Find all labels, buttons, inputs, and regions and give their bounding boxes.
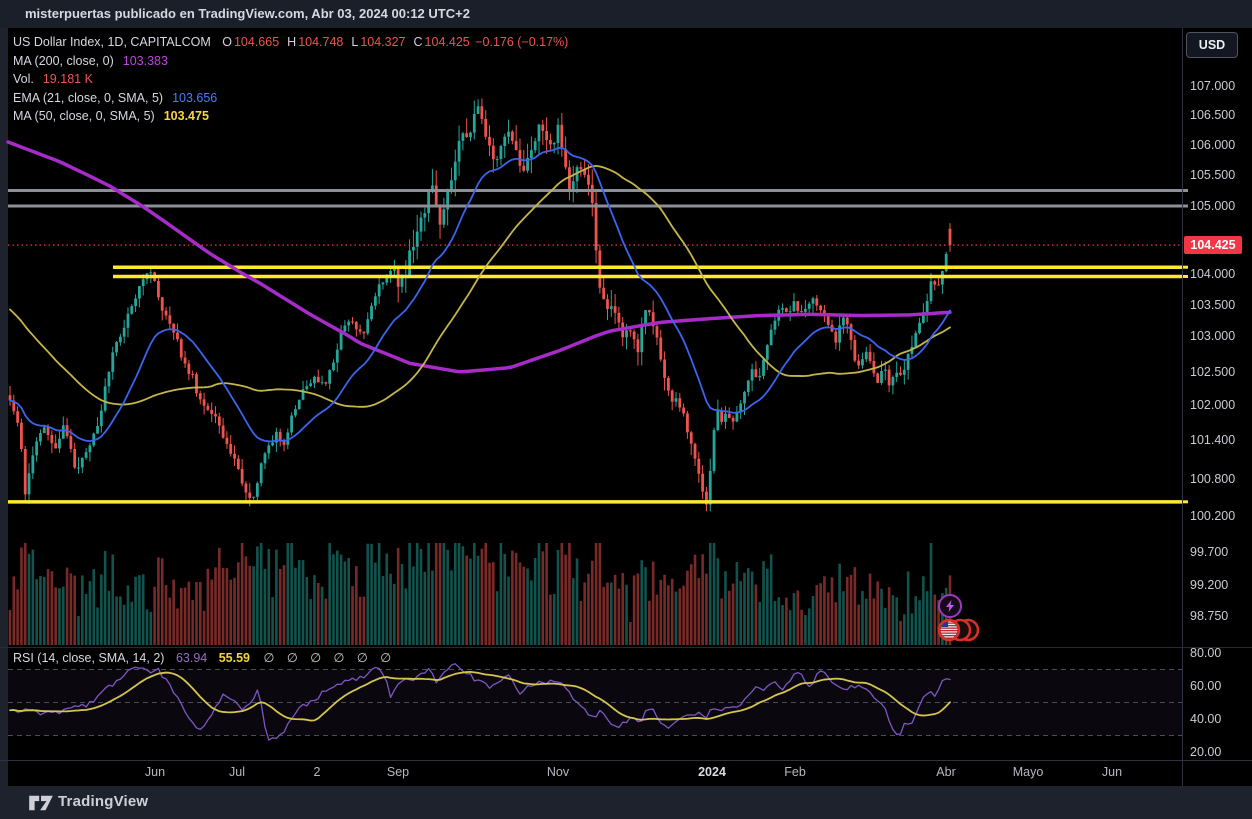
time-axis-label: Feb: [784, 765, 806, 779]
last-price-label: 104.425: [1184, 236, 1242, 255]
price-axis-tick: 105.500: [1190, 168, 1236, 182]
time-axis-label: Sep: [386, 765, 410, 779]
time-axis-label: 2024: [698, 765, 726, 779]
indicator-value: 103.656: [172, 90, 218, 105]
price-axis-tick: 99.700: [1190, 545, 1229, 559]
symbol-title-row[interactable]: US Dollar Index, 1D, CAPITALCOM O 104.665…: [13, 33, 568, 52]
price-axis-tick: 101.400: [1190, 433, 1236, 447]
ohlc-value: 104.748: [298, 35, 344, 49]
price-axis-tick: 106.000: [1190, 138, 1236, 152]
rsi-axis-tick: 40.00: [1190, 712, 1222, 726]
time-axis-label: 2: [313, 765, 321, 779]
rsi-axis-tick: 80.00: [1190, 646, 1222, 660]
ohlc-key: L: [351, 35, 359, 49]
price-axis-tick: 102.500: [1190, 365, 1236, 379]
footer-bar: TradingView: [0, 786, 1252, 819]
share-header-bar: misterpuertas publicado en TradingView.c…: [0, 0, 1252, 28]
price-axis-tick: 104.000: [1190, 267, 1236, 281]
ohlc-value: 104.327: [360, 35, 406, 49]
rsi-empty-slots: ∅ ∅ ∅ ∅ ∅ ∅: [263, 651, 392, 665]
indicator-legend-rows: MA (200, close, 0) 103.383 Vol. 19.181 K EMA…: [13, 52, 568, 126]
indicator-legend-row[interactable]: Vol. 19.181 K: [13, 70, 568, 89]
ohlc-key: H: [287, 35, 297, 49]
indicator-legend-row[interactable]: MA (200, close, 0) 103.383: [13, 52, 568, 71]
ohlc-value: 104.425: [424, 35, 470, 49]
price-axis-tick: 100.800: [1190, 472, 1236, 486]
indicator-value: 19.181 K: [42, 72, 93, 87]
rsi-legend-row[interactable]: RSI (14, close, SMA, 14, 2) 63.94 55.59 …: [13, 650, 391, 665]
share-header-text: misterpuertas publicado en TradingView.c…: [25, 6, 470, 21]
price-axis-tick: 102.000: [1190, 398, 1236, 412]
time-axis-label: Jul: [229, 765, 245, 779]
indicator-label: MA (50, close, 0, SMA, 5): [13, 109, 155, 124]
time-axis-label: Jun: [144, 765, 166, 779]
ohlc-value: 104.665: [233, 35, 280, 49]
time-axis-separator: [0, 760, 1252, 761]
tradingview-logo-icon[interactable]: [28, 793, 54, 813]
indicator-legend-row[interactable]: MA (50, close, 0, SMA, 5) 103.475: [13, 107, 568, 126]
indicator-label: EMA (21, close, 0, SMA, 5): [13, 90, 164, 105]
change-text: −0.176 (−0.17%): [475, 35, 569, 49]
symbol-legend: US Dollar Index, 1D, CAPITALCOM O 104.665…: [13, 33, 568, 126]
price-axis-tick: 103.000: [1190, 329, 1236, 343]
price-axis-tick: 98.750: [1190, 609, 1229, 623]
symbol-title: US Dollar Index, 1D, CAPITALCOM: [13, 35, 211, 49]
price-axis-tick: 103.500: [1190, 298, 1236, 312]
tradingview-brand[interactable]: TradingView: [58, 793, 149, 810]
time-axis-label: Nov: [546, 765, 570, 779]
indicator-value: 103.383: [122, 53, 168, 68]
price-axis-tick: 107.000: [1190, 79, 1236, 93]
currency-toggle-button[interactable]: USD: [1186, 32, 1238, 58]
time-axis-label: Mayo: [1012, 765, 1044, 779]
price-axis-separator: [1182, 28, 1183, 786]
price-axis-tick: 105.000: [1190, 199, 1236, 213]
us-flag-icon[interactable]: [937, 618, 961, 642]
indicator-legend-row[interactable]: EMA (21, close, 0, SMA, 5) 103.656: [13, 89, 568, 108]
ohlc-key: O: [222, 35, 232, 49]
price-axis-tick: 106.500: [1190, 108, 1236, 122]
rsi-axis-tick: 20.00: [1190, 745, 1222, 759]
ohlc-values: O 104.665 H 104.748 L 104.327 C 104.425: [214, 35, 470, 49]
indicator-label: MA (200, close, 0): [13, 53, 114, 68]
rsi-axis-tick: 60.00: [1190, 679, 1222, 693]
rsi-legend-label: RSI (14, close, SMA, 14, 2): [13, 651, 165, 665]
rsi-value: 63.94: [175, 651, 208, 665]
price-axis-tick: 99.200: [1190, 578, 1229, 592]
lightning-icon[interactable]: [938, 594, 962, 618]
price-axis-tick: 100.200: [1190, 509, 1236, 523]
chart-left-margin: [0, 28, 8, 786]
time-axis-label: Jun: [1101, 765, 1123, 779]
ohlc-key: C: [413, 35, 423, 49]
rsi-signal-value: 55.59: [218, 651, 250, 665]
pane-divider[interactable]: [0, 647, 1252, 648]
indicator-value: 103.475: [163, 109, 209, 124]
indicator-label: Vol.: [13, 72, 34, 87]
time-axis-label: Abr: [936, 765, 956, 779]
